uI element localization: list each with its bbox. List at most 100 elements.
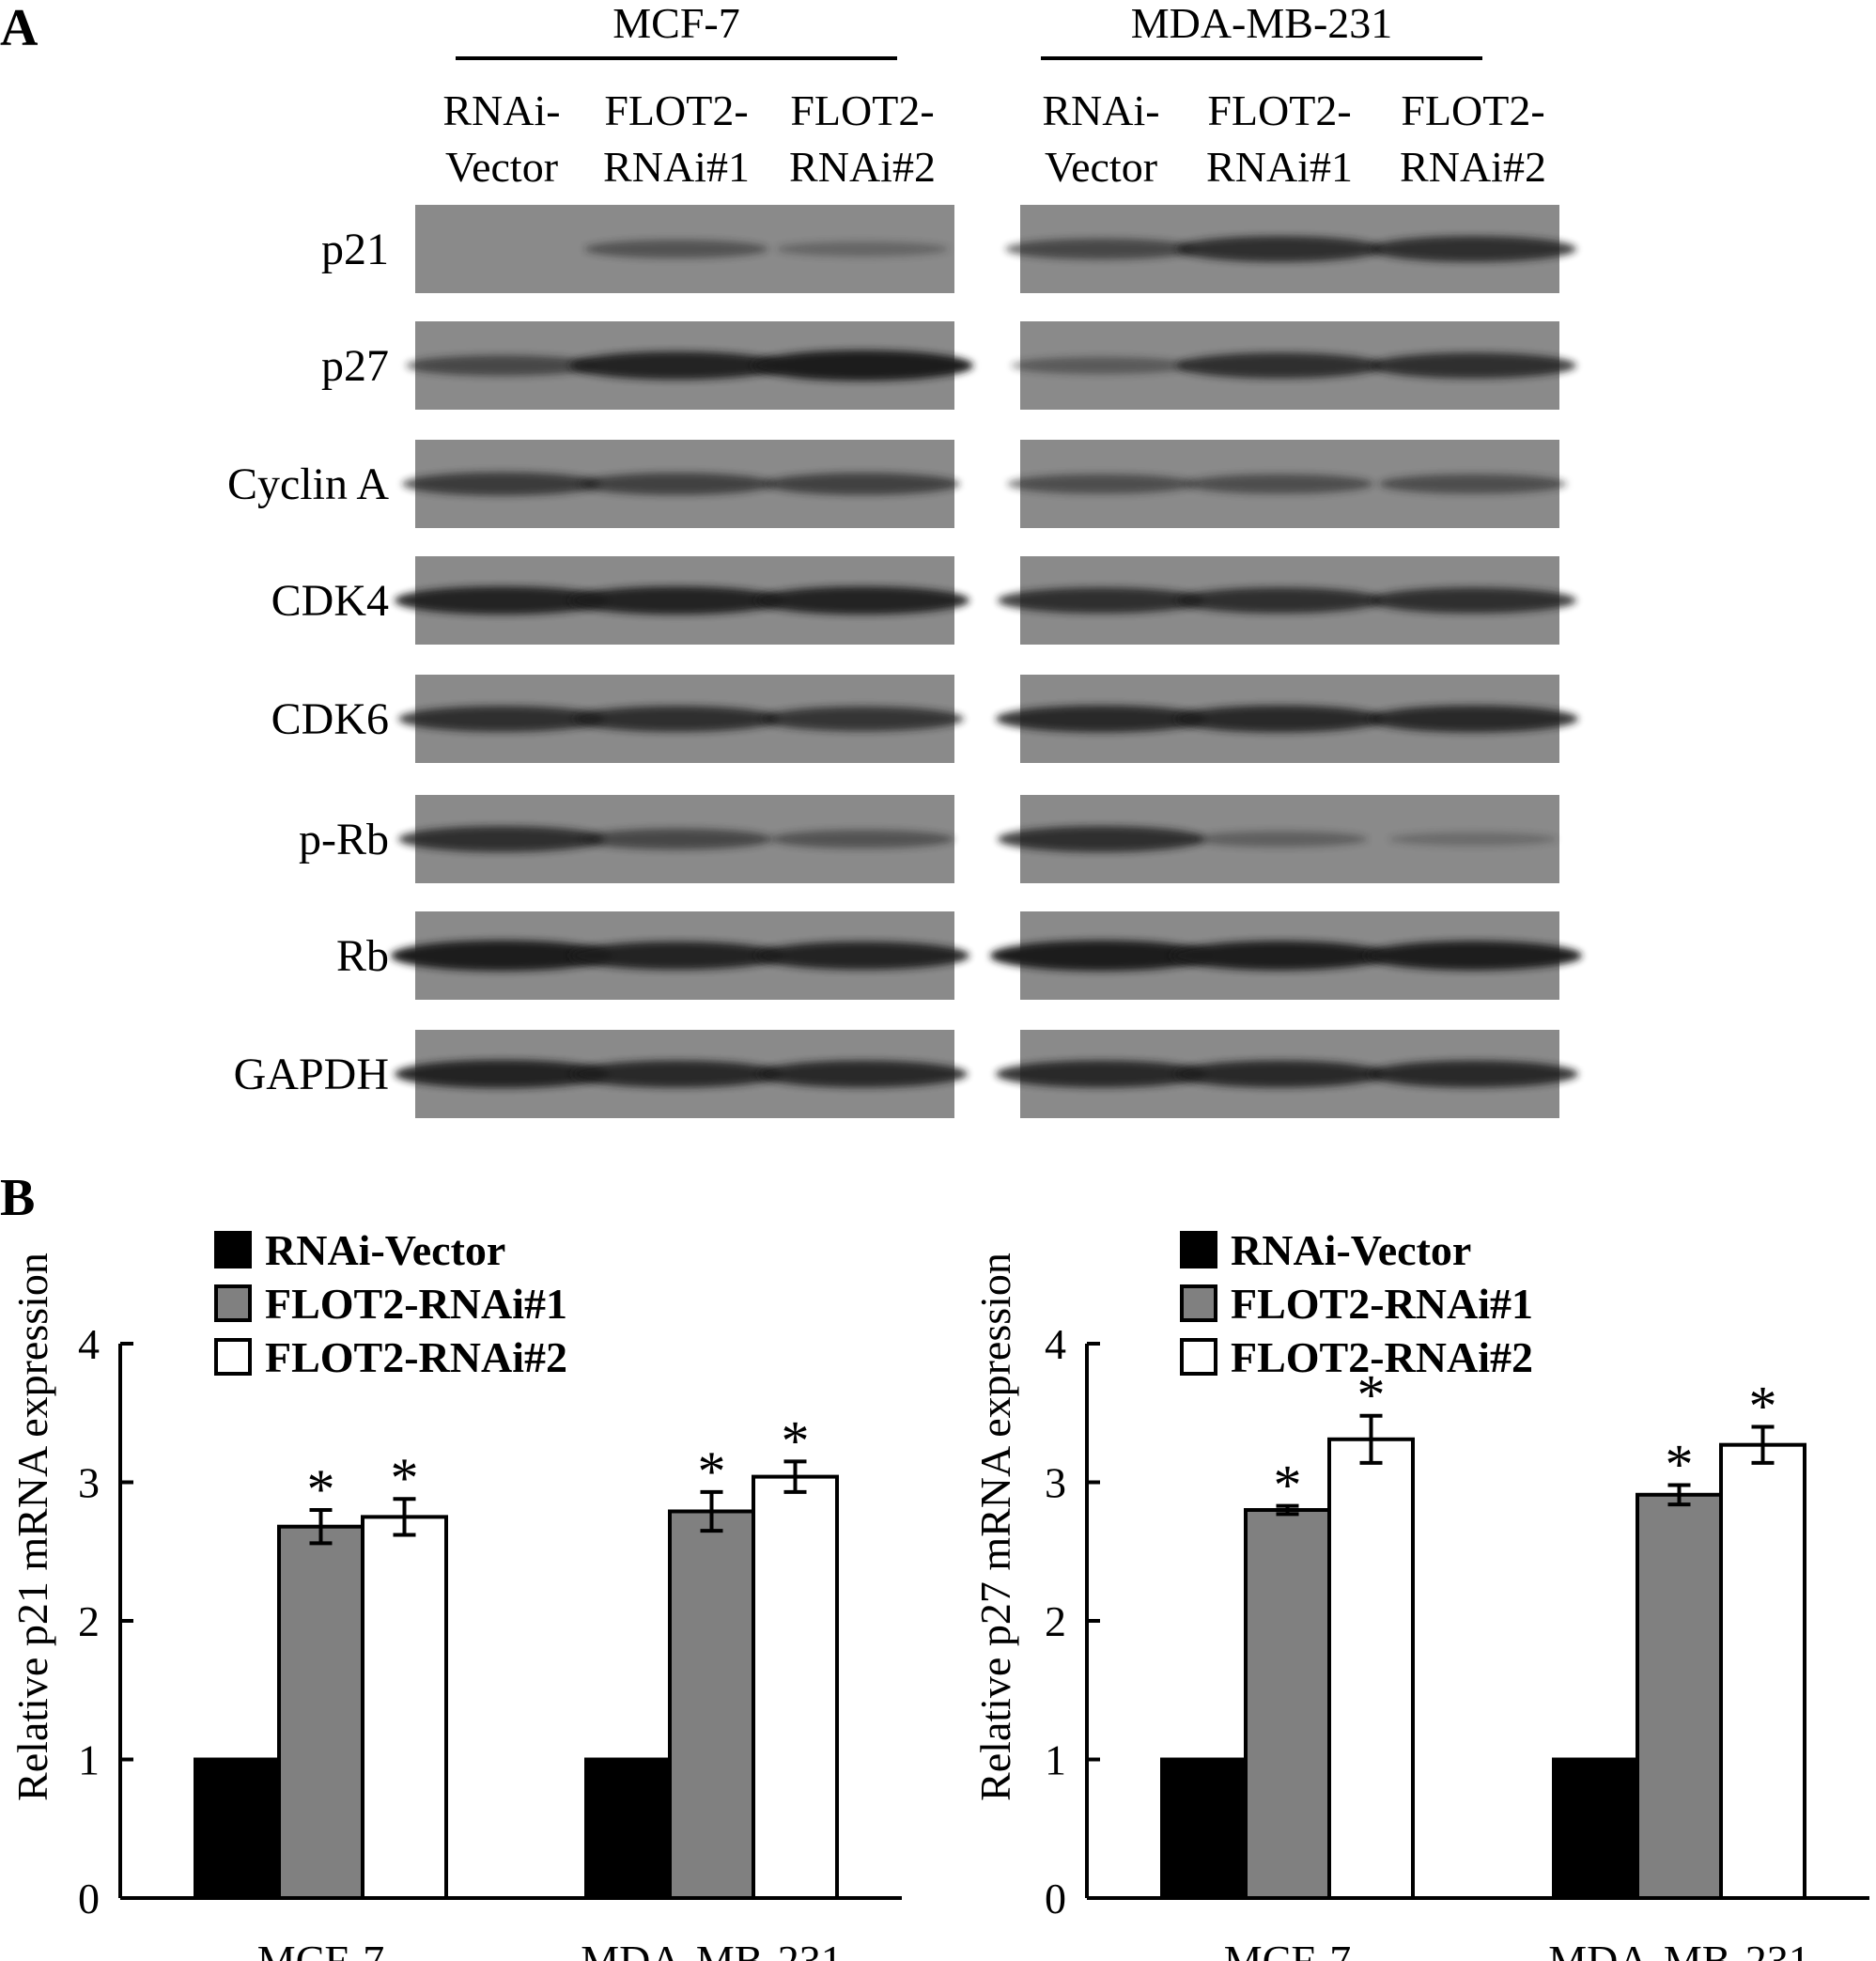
- significance-marker: *: [1749, 1376, 1777, 1438]
- x-tick-label-mcf-7: MCF-7: [1224, 1937, 1351, 1961]
- legend-swatch-rnai-vector: [1180, 1231, 1217, 1268]
- legend-label-rnai-vector: RNAi-Vector: [1231, 1226, 1471, 1274]
- y-tick-label: 1: [1045, 1736, 1066, 1784]
- bar-mda-mb-231-flot2-rnai-2: [752, 1474, 839, 1900]
- y-tick-label: 1: [78, 1736, 100, 1784]
- bar-mda-mb-231-flot2-rnai-2: [1719, 1442, 1806, 1901]
- band-cdk6-mda-mb-231-lane-3: [1368, 705, 1578, 733]
- band-cdk6-mcf-7-lane-1: [398, 706, 605, 732]
- western-blot: MCF-7 RNAi- Vector FLOT2- RNAi#1 FLOT2- RNAi#2…: [227, 0, 1582, 1118]
- band-gapdh-mda-mb-231-lane-1: [996, 1060, 1206, 1088]
- band-cyclin-a-mda-mb-231-lane-2: [1186, 474, 1373, 494]
- lane-label-mcf-7: RNAi#2: [789, 143, 936, 191]
- significance-marker: *: [1274, 1455, 1302, 1517]
- band-p21-mda-mb-231-lane-3: [1370, 236, 1576, 262]
- legend-label-flot2-rnai-2: FLOT2-RNAi#2: [265, 1333, 567, 1381]
- legend-label-flot2-rnai-2: FLOT2-RNAi#2: [1231, 1333, 1533, 1381]
- band-p27-mcf-7-lane-1: [406, 354, 597, 377]
- panel-b: B 0 1 2 3 4 Relative p21 mRNA expression * * MCF…: [0, 1169, 1869, 1961]
- group-title-mda-mb-231: MDA-MB-231: [1131, 0, 1393, 47]
- band-cyclin-a-mcf-7-lane-1: [402, 472, 601, 496]
- band-p21-mcf-7-lane-2: [584, 240, 768, 258]
- y-tick-label: 4: [78, 1320, 100, 1368]
- band-cyclin-a-mcf-7-lane-3: [765, 473, 960, 495]
- protein-label-p27: p27: [321, 341, 389, 391]
- legend-swatch-flot2-rnai-1: [214, 1284, 252, 1322]
- band-rb-mcf-7-lane-3: [755, 941, 969, 971]
- protein-label-cdk6: CDK6: [271, 694, 389, 744]
- lane-label-mda-mb-231: RNAi#2: [1400, 143, 1546, 191]
- lane-label-mcf-7: FLOT2-: [790, 86, 934, 134]
- bar-mcf-7-flot2-rnai-2: [1327, 1437, 1415, 1901]
- significance-marker: *: [782, 1409, 810, 1471]
- protein-label-rb: Rb: [336, 931, 389, 981]
- band-rb-mda-mb-231-lane-3: [1364, 941, 1582, 971]
- p21-mrna-bar-chart: 0 1 2 3 4 Relative p21 mRNA expression * * MCF-7…: [8, 1226, 902, 1961]
- legend-label-flot2-rnai-1: FLOT2-RNAi#1: [1231, 1280, 1533, 1328]
- significance-marker: *: [1666, 1433, 1694, 1495]
- band-cyclin-a-mda-mb-231-lane-1: [1007, 474, 1195, 494]
- y-tick-label: 4: [1045, 1320, 1066, 1368]
- bar-mda-mb-231-flot2-rnai-1: [668, 1509, 755, 1900]
- band-rb-mda-mb-231-lane-2: [1171, 941, 1388, 971]
- band-gapdh-mcf-7-lane-2: [571, 1060, 782, 1088]
- y-axis-label: Relative p27 mRNA expression: [971, 1253, 1019, 1801]
- y-tick-label: 2: [78, 1597, 100, 1645]
- legend-swatch-flot2-rnai-2: [1180, 1338, 1217, 1376]
- band-gapdh-mcf-7-lane-1: [395, 1059, 609, 1089]
- bar-mda-mb-231-rnai-vector: [584, 1757, 672, 1900]
- y-tick-label: 0: [1045, 1875, 1066, 1922]
- legend-swatch-flot2-rnai-1: [1180, 1284, 1217, 1322]
- lane-label-mda-mb-231: FLOT2-: [1401, 86, 1544, 134]
- band-rb-mda-mb-231-lane-1: [990, 940, 1212, 972]
- lane-label-mda-mb-231: FLOT2-: [1207, 86, 1351, 134]
- band-p27-mda-mb-231-lane-3: [1370, 352, 1576, 379]
- legend-swatch-rnai-vector: [214, 1231, 252, 1268]
- band-p-rb-mcf-7-lane-1: [398, 826, 605, 852]
- y-axis-label: Relative p21 mRNA expression: [8, 1253, 56, 1801]
- band-p27-mda-mb-231-lane-1: [1011, 356, 1191, 375]
- lane-label-mcf-7: Vector: [445, 143, 558, 191]
- band-rb-mcf-7-lane-2: [569, 941, 783, 971]
- bar-mcf-7-flot2-rnai-2: [361, 1515, 448, 1900]
- bar-mcf-7-flot2-rnai-1: [1244, 1508, 1331, 1900]
- band-gapdh-mda-mb-231-lane-2: [1174, 1060, 1385, 1088]
- protein-label-p-rb: p-Rb: [299, 815, 389, 864]
- significance-marker: *: [391, 1447, 419, 1509]
- significance-marker: *: [307, 1458, 335, 1520]
- band-p21-mda-mb-231-lane-2: [1176, 236, 1383, 262]
- band-gapdh-mcf-7-lane-3: [757, 1060, 968, 1088]
- bar-mcf-7-rnai-vector: [1160, 1757, 1248, 1900]
- band-cyclin-a-mcf-7-lane-2: [579, 473, 774, 495]
- lane-label-mcf-7: RNAi#1: [603, 143, 750, 191]
- protein-label-p21: p21: [321, 225, 389, 274]
- band-cdk4-mcf-7-lane-2: [569, 585, 783, 615]
- band-cyclin-a-mda-mb-231-lane-3: [1379, 474, 1567, 494]
- band-p27-mda-mb-231-lane-2: [1176, 352, 1383, 379]
- band-gapdh-mda-mb-231-lane-3: [1368, 1060, 1578, 1088]
- group-title-mcf-7: MCF-7: [612, 0, 739, 47]
- bar-mcf-7-flot2-rnai-1: [277, 1524, 364, 1900]
- band-p-rb-mcf-7-lane-2: [581, 828, 772, 850]
- x-tick-label-mcf-7: MCF-7: [257, 1937, 384, 1961]
- legend-label-rnai-vector: RNAi-Vector: [265, 1226, 505, 1274]
- band-cdk4-mda-mb-231-lane-2: [1176, 587, 1383, 614]
- panel-a-label: A: [0, 0, 39, 57]
- band-cdk4-mda-mb-231-lane-3: [1370, 587, 1576, 614]
- protein-label-gapdh: GAPDH: [234, 1050, 389, 1099]
- p27-mrna-bar-chart: 0 1 2 3 4 Relative p27 mRNA expression * * MCF-7…: [971, 1226, 1869, 1961]
- band-cdk6-mda-mb-231-lane-2: [1174, 705, 1385, 733]
- band-p-rb-mda-mb-231-lane-2: [1191, 831, 1368, 848]
- y-tick-label: 2: [1045, 1597, 1066, 1645]
- lane-label-mcf-7: FLOT2-: [604, 86, 748, 134]
- lane-label-mda-mb-231: Vector: [1045, 143, 1157, 191]
- band-cdk6-mcf-7-lane-2: [573, 706, 780, 732]
- band-p27-mcf-7-lane-2: [569, 350, 783, 381]
- panel-a: A MCF-7 RNAi- Vector FLOT2- RNAi#1 FLOT2- RNAi…: [0, 0, 1582, 1118]
- y-tick-label: 3: [78, 1459, 100, 1507]
- band-cdk4-mda-mb-231-lane-1: [998, 587, 1204, 614]
- protein-label-cyclin-a: Cyclin A: [227, 459, 389, 509]
- legend-swatch-flot2-rnai-2: [214, 1338, 252, 1376]
- bar-mcf-7-rnai-vector: [194, 1757, 281, 1900]
